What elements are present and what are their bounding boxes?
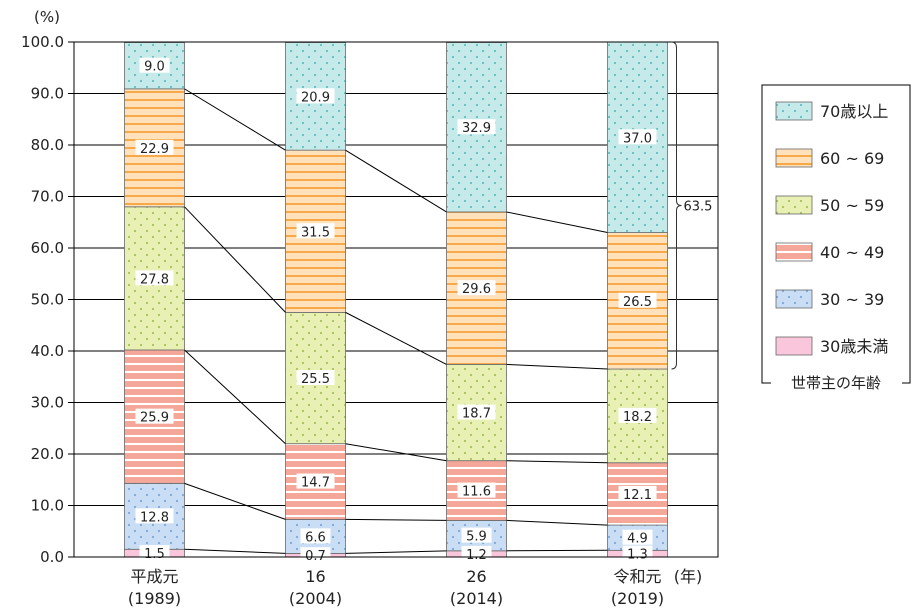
data-label-bg <box>139 545 170 561</box>
data-label: 18.2 <box>623 410 652 425</box>
data-label: 27.8 <box>140 272 169 287</box>
connector-line <box>345 518 447 521</box>
connector-line <box>345 550 447 554</box>
x-tick-label: 16 <box>305 567 325 586</box>
bracket <box>671 41 682 370</box>
x-tick-year: (2019) <box>611 589 664 608</box>
data-label-bg <box>296 473 335 489</box>
y-tick-label: 0.0 <box>40 548 64 566</box>
y-tick-label: 70.0 <box>31 188 64 206</box>
x-tick-label: 平成元 <box>130 567 178 586</box>
data-label-bg <box>135 508 174 524</box>
data-label: 25.5 <box>301 372 330 387</box>
data-label-bg <box>300 547 331 563</box>
data-label-bg <box>296 88 335 104</box>
connector-line <box>506 460 608 464</box>
data-label-bg <box>457 404 496 420</box>
y-tick-label: 50.0 <box>31 291 64 309</box>
data-label: 22.9 <box>140 142 169 157</box>
data-label-bg <box>461 527 492 543</box>
connector-line <box>184 349 286 445</box>
data-label-bg <box>139 57 170 73</box>
data-label: 5.9 <box>466 530 487 545</box>
legend-title: 世帯主の年齢 <box>791 374 881 392</box>
data-label: 31.5 <box>301 225 330 240</box>
connector-line <box>184 482 286 520</box>
y-tick-label: 90.0 <box>31 85 64 103</box>
legend-label: 30歳未満 <box>820 337 888 356</box>
y-tick-label: 60.0 <box>31 239 64 257</box>
connector-line <box>184 548 286 554</box>
data-label: 6.6 <box>305 530 326 545</box>
data-label-bg <box>135 408 174 424</box>
connector-line <box>345 311 447 365</box>
x-tick-year: (2014) <box>450 589 503 608</box>
legend-label: 60 ~ 69 <box>820 149 884 168</box>
data-label: 1.5 <box>144 547 165 562</box>
data-label-bg <box>135 270 174 286</box>
data-label: 29.6 <box>462 282 491 297</box>
data-label: 12.8 <box>140 510 169 525</box>
x-axis-unit: (年) <box>674 567 703 586</box>
data-label: 1.2 <box>466 548 487 563</box>
data-label-bg <box>135 139 174 155</box>
connector-line <box>506 519 608 526</box>
legend-label: 50 ~ 59 <box>820 196 884 215</box>
connector-line <box>184 206 286 313</box>
y-tick-label: 80.0 <box>31 136 64 154</box>
data-label-bg <box>618 292 657 308</box>
data-label-bg <box>300 528 331 544</box>
legend-swatch-60-69 <box>775 148 813 168</box>
data-label: 26.5 <box>623 295 652 310</box>
connector-line <box>184 88 286 151</box>
data-label: 4.9 <box>627 532 648 547</box>
legend-label: 40 ~ 49 <box>820 243 884 262</box>
bracket-label: 63.5 <box>684 200 713 215</box>
data-label: 25.9 <box>140 411 169 426</box>
legend-swatch-50-59 <box>775 195 813 215</box>
connector-line <box>506 549 608 552</box>
data-label: 18.7 <box>462 407 491 422</box>
connector-line <box>345 443 447 462</box>
data-label: 11.6 <box>462 485 491 500</box>
x-tick-year: (1989) <box>128 589 181 608</box>
data-label: 32.9 <box>462 121 491 136</box>
y-tick-label: 40.0 <box>31 342 64 360</box>
data-label: 37.0 <box>623 131 652 146</box>
legend-label: 70歳以上 <box>820 102 888 121</box>
data-label-bg <box>457 482 496 498</box>
data-label-bg <box>622 529 653 545</box>
x-tick-label: 令和元 <box>613 567 661 586</box>
legend-swatch-30 <box>775 336 813 356</box>
data-label: 9.0 <box>144 60 165 75</box>
data-label-bg <box>296 223 335 239</box>
data-label-bg <box>618 407 657 423</box>
x-tick-year: (2004) <box>289 589 342 608</box>
data-label-bg <box>618 485 657 501</box>
y-tick-label: 10.0 <box>31 497 64 515</box>
y-tick-label: 100.0 <box>21 33 64 51</box>
data-label-bg <box>457 119 496 135</box>
x-tick-label: 26 <box>466 567 486 586</box>
legend-label: 30 ~ 39 <box>820 290 884 309</box>
data-label-bg <box>618 129 657 145</box>
y-tick-label: 20.0 <box>31 445 64 463</box>
connector-line <box>506 363 608 370</box>
connector-line <box>345 149 447 213</box>
legend-swatch-70 <box>775 101 813 121</box>
legend-swatch-40-49 <box>775 242 813 262</box>
y-tick-label: 30.0 <box>31 394 64 412</box>
connector-line <box>506 211 608 234</box>
legend-frame <box>761 84 911 384</box>
data-label: 12.1 <box>623 488 652 503</box>
y-axis-unit: (%) <box>34 8 60 26</box>
data-label: 14.7 <box>301 476 330 491</box>
data-label: 1.3 <box>627 548 648 563</box>
data-label-bg <box>457 280 496 296</box>
data-label-bg <box>296 370 335 386</box>
legend-swatch-30-39 <box>775 289 813 309</box>
data-label: 20.9 <box>301 90 330 105</box>
plot-frame <box>73 41 719 558</box>
